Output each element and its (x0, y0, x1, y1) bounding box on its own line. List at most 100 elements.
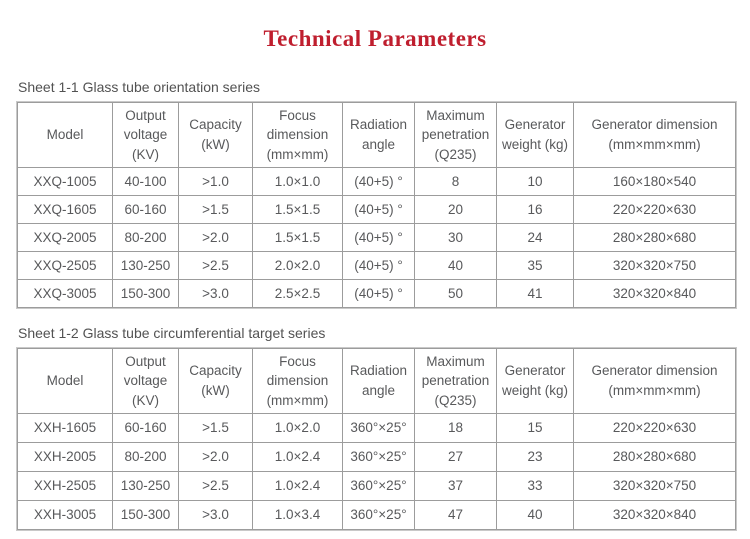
cell-output-voltage: 80-200 (112, 442, 179, 472)
glass-tube-orientation-table: Model Output voltage (KV) Capacity (kW) … (16, 101, 737, 309)
header-output-voltage: Output voltage (KV) (112, 102, 179, 168)
cell-output-voltage: 60-160 (112, 195, 179, 224)
cell-output-voltage: 40-100 (112, 167, 179, 196)
cell-generator-weight: 10 (496, 167, 574, 196)
cell-generator-dimension: 320×320×750 (573, 471, 736, 501)
cell-focus-dimension: 1.0×3.4 (252, 500, 343, 530)
cell-output-voltage: 80-200 (112, 223, 179, 252)
cell-radiation-angle: (40+5) ° (342, 195, 415, 224)
cell-capacity: >2.5 (178, 471, 253, 501)
header-output-voltage: Output voltage (KV) (112, 348, 179, 414)
cell-output-voltage: 130-250 (112, 471, 179, 501)
cell-maximum-penetration: 47 (414, 500, 497, 530)
cell-capacity: >3.0 (178, 500, 253, 530)
cell-generator-dimension: 280×280×680 (573, 442, 736, 472)
table-row: XXQ-1605 60-160 >1.5 1.5×1.5 (40+5) ° 20… (17, 195, 736, 224)
glass-tube-circumferential-table: Model Output voltage (KV) Capacity (kW) … (16, 347, 737, 531)
header-generator-weight: Generator weight (kg) (496, 348, 574, 414)
header-generator-weight: Generator weight (kg) (496, 102, 574, 168)
cell-radiation-angle: (40+5) ° (342, 223, 415, 252)
cell-generator-weight: 41 (496, 279, 574, 308)
cell-radiation-angle: 360°×25° (342, 500, 415, 530)
cell-generator-weight: 35 (496, 251, 574, 280)
cell-focus-dimension: 1.5×1.5 (252, 223, 343, 252)
table-row: XXQ-2505 130-250 >2.5 2.0×2.0 (40+5) ° 4… (17, 251, 736, 280)
cell-generator-weight: 40 (496, 500, 574, 530)
cell-model: XXQ-2005 (17, 223, 113, 252)
header-maximum-penetration: Maximum penetration (Q235) (414, 348, 497, 414)
cell-model: XXQ-1005 (17, 167, 113, 196)
cell-capacity: >1.5 (178, 195, 253, 224)
cell-generator-dimension: 220×220×630 (573, 195, 736, 224)
table-row: XXH-2005 80-200 >2.0 1.0×2.4 360°×25° 27… (17, 442, 736, 472)
cell-maximum-penetration: 40 (414, 251, 497, 280)
cell-output-voltage: 60-160 (112, 413, 179, 443)
cell-focus-dimension: 1.5×1.5 (252, 195, 343, 224)
cell-focus-dimension: 1.0×1.0 (252, 167, 343, 196)
orientation-series-section: Sheet 1-1 Glass tube orientation series … (0, 79, 750, 309)
header-radiation-angle: Radiation angle (342, 348, 415, 414)
header-radiation-angle: Radiation angle (342, 102, 415, 168)
cell-maximum-penetration: 37 (414, 471, 497, 501)
header-capacity: Capacity (kW) (178, 348, 253, 414)
cell-maximum-penetration: 27 (414, 442, 497, 472)
cell-model: XXQ-3005 (17, 279, 113, 308)
table-2-header-row: Model Output voltage (KV) Capacity (kW) … (17, 348, 736, 414)
cell-radiation-angle: 360°×25° (342, 413, 415, 443)
table-row: XXQ-1005 40-100 >1.0 1.0×1.0 (40+5) ° 8 … (17, 167, 736, 196)
cell-capacity: >1.5 (178, 413, 253, 443)
cell-focus-dimension: 1.0×2.0 (252, 413, 343, 443)
cell-maximum-penetration: 8 (414, 167, 497, 196)
page-title: Technical Parameters (263, 26, 487, 51)
cell-generator-dimension: 160×180×540 (573, 167, 736, 196)
cell-generator-weight: 15 (496, 413, 574, 443)
cell-generator-dimension: 220×220×630 (573, 413, 736, 443)
header-focus-dimension: Focus dimension (mm×mm) (252, 102, 343, 168)
cell-output-voltage: 150-300 (112, 500, 179, 530)
table-1-caption: Sheet 1-1 Glass tube orientation series (18, 79, 261, 95)
cell-generator-weight: 24 (496, 223, 574, 252)
cell-radiation-angle: 360°×25° (342, 471, 415, 501)
cell-radiation-angle: (40+5) ° (342, 279, 415, 308)
circumferential-series-section: Sheet 1-2 Glass tube circumferential tar… (0, 325, 750, 531)
cell-generator-dimension: 280×280×680 (573, 223, 736, 252)
table-row: XXQ-3005 150-300 >3.0 2.5×2.5 (40+5) ° 5… (17, 279, 736, 308)
cell-generator-dimension: 320×320×750 (573, 251, 736, 280)
header-maximum-penetration: Maximum penetration (Q235) (414, 102, 497, 168)
cell-model: XXH-3005 (17, 500, 113, 530)
table-row: XXH-2505 130-250 >2.5 1.0×2.4 360°×25° 3… (17, 471, 736, 501)
cell-model: XXQ-1605 (17, 195, 113, 224)
table-row: XXQ-2005 80-200 >2.0 1.5×1.5 (40+5) ° 30… (17, 223, 736, 252)
table-row: XXH-1605 60-160 >1.5 1.0×2.0 360°×25° 18… (17, 413, 736, 443)
cell-model: XXH-2005 (17, 442, 113, 472)
header-model: Model (17, 102, 113, 168)
cell-radiation-angle: (40+5) ° (342, 251, 415, 280)
cell-generator-weight: 16 (496, 195, 574, 224)
cell-generator-weight: 23 (496, 442, 574, 472)
cell-focus-dimension: 2.0×2.0 (252, 251, 343, 280)
cell-generator-dimension: 320×320×840 (573, 500, 736, 530)
cell-focus-dimension: 1.0×2.4 (252, 442, 343, 472)
header-model: Model (17, 348, 113, 414)
cell-capacity: >2.0 (178, 442, 253, 472)
table-2-caption: Sheet 1-2 Glass tube circumferential tar… (18, 325, 326, 341)
header-generator-dimension: Generator dimension (mm×mm×mm) (573, 102, 736, 168)
cell-capacity: >3.0 (178, 279, 253, 308)
cell-capacity: >2.0 (178, 223, 253, 252)
cell-output-voltage: 130-250 (112, 251, 179, 280)
cell-output-voltage: 150-300 (112, 279, 179, 308)
table-1-header-row: Model Output voltage (KV) Capacity (kW) … (17, 102, 736, 168)
cell-maximum-penetration: 50 (414, 279, 497, 308)
cell-model: XXQ-2505 (17, 251, 113, 280)
header-generator-dimension: Generator dimension (mm×mm×mm) (573, 348, 736, 414)
cell-radiation-angle: 360°×25° (342, 442, 415, 472)
cell-maximum-penetration: 30 (414, 223, 497, 252)
cell-generator-dimension: 320×320×840 (573, 279, 736, 308)
cell-capacity: >2.5 (178, 251, 253, 280)
table-row: XXH-3005 150-300 >3.0 1.0×3.4 360°×25° 4… (17, 500, 736, 530)
cell-maximum-penetration: 20 (414, 195, 497, 224)
cell-focus-dimension: 2.5×2.5 (252, 279, 343, 308)
header-capacity: Capacity (kW) (178, 102, 253, 168)
cell-radiation-angle: (40+5) ° (342, 167, 415, 196)
